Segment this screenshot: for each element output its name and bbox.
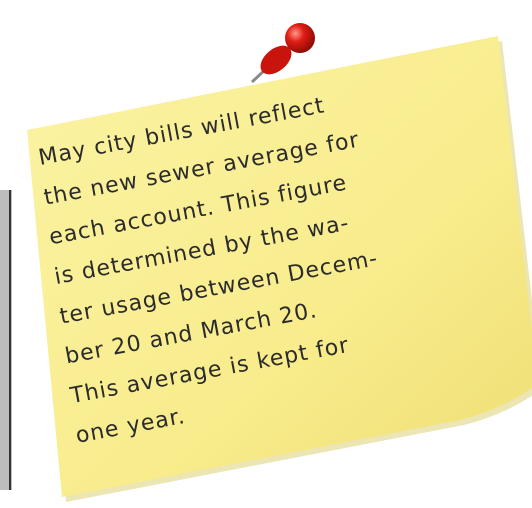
pushpin xyxy=(252,23,315,82)
page: May city bills will reflect the new sewe… xyxy=(0,0,532,508)
left-edge-line xyxy=(9,190,11,490)
pin-head xyxy=(285,23,315,53)
